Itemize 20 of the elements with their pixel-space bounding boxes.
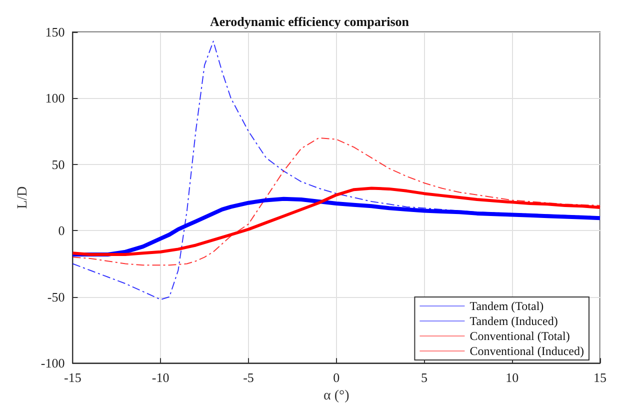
legend-label: Tandem (Induced) — [470, 314, 558, 328]
y-tick-label: 0 — [58, 223, 65, 238]
x-axis-title: α (°) — [323, 388, 350, 404]
x-tick-label: 5 — [420, 370, 428, 386]
legend-label: Conventional (Induced) — [470, 344, 584, 358]
y-axis-title: L/D — [16, 186, 30, 209]
x-tick-label: -15 — [64, 370, 82, 386]
y-tick-label: 100 — [45, 90, 65, 106]
legend-label: Conventional (Total) — [470, 329, 570, 343]
x-tick-label: 10 — [506, 370, 519, 386]
y-tick-label: 50 — [52, 156, 65, 172]
x-tick-label: 0 — [333, 370, 340, 386]
x-tick-label: -10 — [152, 370, 170, 386]
y-tick-label: -50 — [47, 289, 65, 304]
y-tick-label: 150 — [45, 24, 65, 40]
x-tick-label: 15 — [594, 370, 606, 386]
chart-title: Aerodynamic efficiency comparison — [210, 14, 410, 29]
y-tick-label: -100 — [40, 356, 65, 371]
legend-label: Tandem (Total) — [470, 299, 544, 313]
x-tick-label: -5 — [243, 370, 254, 386]
